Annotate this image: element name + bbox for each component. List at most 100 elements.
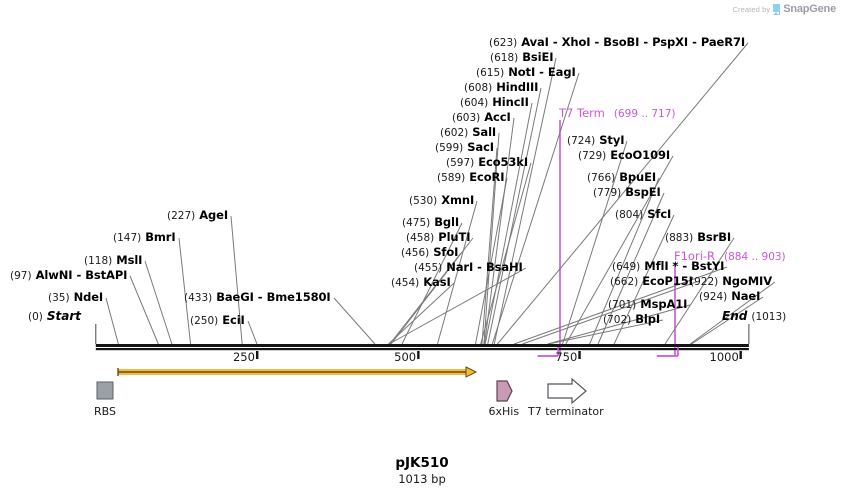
site-position: (883) bbox=[665, 232, 694, 244]
site-enzyme-names: MslI bbox=[116, 249, 142, 268]
enzyme-name[interactable]: StyI bbox=[599, 133, 625, 147]
site-enzyme-names: AvaI - XhoI - BsoBI - PspXI - PaeR7I bbox=[521, 31, 745, 50]
site-position: (602) bbox=[440, 127, 469, 139]
site-enzyme-names: AccI bbox=[484, 106, 511, 125]
site-enzyme-names: NgoMIV bbox=[722, 270, 772, 289]
leader-lines-group bbox=[95, 42, 776, 356]
site-enzyme-names: BsiEI bbox=[522, 46, 553, 65]
enzyme-name[interactable]: BsaHI bbox=[485, 260, 523, 274]
feature-label[interactable]: T7 Term (699 .. 717) bbox=[559, 106, 676, 120]
axis-tick bbox=[255, 351, 259, 359]
enzyme-name[interactable]: NaeI bbox=[731, 289, 761, 303]
site-enzyme-names: XmnI bbox=[441, 189, 474, 208]
enzyme-name[interactable]: BsrBI bbox=[697, 230, 732, 244]
site-label: (623) AvaI - XhoI - BsoBI - PspXI - PaeR7… bbox=[489, 31, 745, 50]
site-label: (924) NaeI bbox=[699, 285, 760, 304]
site-position: (475) bbox=[402, 217, 431, 229]
axis-tick-label: 500 bbox=[394, 350, 417, 364]
site-enzyme-names: EcoRI bbox=[469, 166, 504, 185]
site-label: (35) NdeI bbox=[48, 286, 103, 305]
feature-label[interactable]: F1ori-R (884 .. 903) bbox=[674, 249, 786, 263]
enzyme-name[interactable]: MspA1I bbox=[640, 297, 688, 311]
enzyme-separator: - bbox=[253, 290, 267, 304]
site-position: (924) bbox=[699, 291, 728, 303]
legend-label: T7 terminator bbox=[528, 405, 604, 418]
rbs-square-icon bbox=[96, 381, 114, 400]
enzyme-name[interactable]: NdeI bbox=[73, 290, 104, 304]
enzyme-name[interactable]: AlwNI bbox=[35, 268, 73, 282]
site-enzyme-names: EcoP15I bbox=[642, 270, 693, 289]
enzyme-name[interactable]: BglI bbox=[434, 215, 460, 229]
site-label: (618) BsiEI bbox=[490, 46, 554, 65]
site-label: (456) SfoI bbox=[401, 241, 458, 260]
site-position: (530) bbox=[409, 195, 438, 207]
site-enzyme-names: NarI - BsaHI bbox=[446, 256, 523, 275]
enzyme-name[interactable]: HindIII bbox=[496, 80, 539, 94]
site-position: (779) bbox=[593, 187, 622, 199]
enzyme-name[interactable]: MflI * bbox=[644, 259, 679, 273]
site-position: (766) bbox=[587, 172, 616, 184]
enzyme-name[interactable]: SacI bbox=[467, 140, 494, 154]
site-position: (433) bbox=[184, 292, 213, 304]
enzyme-name[interactable]: BsoBI bbox=[603, 35, 640, 49]
feature-name[interactable]: F1ori-R bbox=[674, 249, 716, 263]
site-label: (147) BmrI bbox=[113, 226, 176, 245]
enzyme-name[interactable]: PluTI bbox=[438, 230, 471, 244]
enzyme-name[interactable]: BstYI bbox=[691, 259, 725, 273]
site-enzyme-names: MflI * - BstYI bbox=[644, 255, 724, 274]
site-enzyme-names: BlpI bbox=[635, 308, 660, 327]
feature-range: (884 .. 903) bbox=[724, 251, 786, 263]
enzyme-name[interactable]: MslI bbox=[116, 253, 143, 267]
enzyme-name[interactable]: Bme1580I bbox=[266, 290, 331, 304]
enzyme-name[interactable]: EciI bbox=[222, 313, 245, 327]
enzyme-name[interactable]: SalI bbox=[472, 125, 497, 139]
enzyme-name[interactable]: EagI bbox=[547, 65, 576, 79]
enzyme-name[interactable]: SfoI bbox=[433, 245, 459, 259]
enzyme-name[interactable]: AgeI bbox=[199, 208, 229, 222]
enzyme-separator: - bbox=[72, 268, 86, 282]
site-label: (250) EciI bbox=[190, 309, 245, 328]
enzyme-name[interactable]: XmnI bbox=[441, 193, 475, 207]
enzyme-name[interactable]: BaeGI bbox=[216, 290, 254, 304]
site-position: (35) bbox=[48, 292, 70, 304]
enzyme-name[interactable]: KasI bbox=[423, 275, 451, 289]
enzyme-name[interactable]: AccI bbox=[484, 110, 511, 124]
enzyme-name[interactable]: BmrI bbox=[145, 230, 176, 244]
site-position: (729) bbox=[578, 150, 607, 162]
enzyme-name[interactable]: SfcI bbox=[647, 207, 672, 221]
feature-name[interactable]: T7 Term bbox=[559, 106, 605, 120]
site-label: (475) BglI bbox=[402, 211, 459, 230]
enzyme-name[interactable]: PaeR7I bbox=[700, 35, 746, 49]
enzyme-name[interactable]: PspXI bbox=[652, 35, 689, 49]
site-position: (618) bbox=[490, 52, 519, 64]
enzyme-name[interactable]: HincII bbox=[492, 95, 529, 109]
enzyme-name[interactable]: EcoRI bbox=[469, 170, 505, 184]
enzyme-name[interactable]: EcoP15I bbox=[642, 274, 693, 288]
site-enzyme-names: BpuEI bbox=[619, 166, 656, 185]
enzyme-name[interactable]: Eco53kI bbox=[478, 155, 529, 169]
enzyme-name[interactable]: XhoI bbox=[561, 35, 591, 49]
site-label: (530) XmnI bbox=[409, 189, 474, 208]
enzyme-name[interactable]: NotI bbox=[508, 65, 536, 79]
site-position: (724) bbox=[567, 135, 596, 147]
site-position: (456) bbox=[401, 247, 430, 259]
site-position: (922) bbox=[690, 276, 719, 288]
enzyme-name[interactable]: BspEI bbox=[625, 185, 661, 199]
site-label: (454) KasI bbox=[391, 271, 451, 290]
enzyme-name[interactable]: NgoMIV bbox=[722, 274, 773, 288]
site-label: (883) BsrBI bbox=[665, 226, 731, 245]
site-label: (724) StyI bbox=[567, 129, 624, 148]
enzyme-name[interactable]: EcoO109I bbox=[610, 148, 671, 162]
feature-range: (699 .. 717) bbox=[613, 108, 676, 120]
enzyme-name[interactable]: BsiEI bbox=[522, 50, 554, 64]
enzyme-name[interactable]: BstAPI bbox=[85, 268, 128, 282]
enzyme-name[interactable]: BpuEI bbox=[619, 170, 657, 184]
site-label: (227) AgeI bbox=[167, 204, 228, 223]
enzyme-name[interactable]: AvaI bbox=[521, 35, 549, 49]
enzyme-name[interactable]: BlpI bbox=[635, 312, 661, 326]
orf-arrow-head bbox=[465, 366, 478, 378]
enzyme-name[interactable]: NarI bbox=[446, 260, 474, 274]
site-label: (118) MslI bbox=[84, 249, 142, 268]
site-position: (599) bbox=[435, 142, 464, 154]
site-enzyme-names: HincII bbox=[492, 91, 529, 110]
